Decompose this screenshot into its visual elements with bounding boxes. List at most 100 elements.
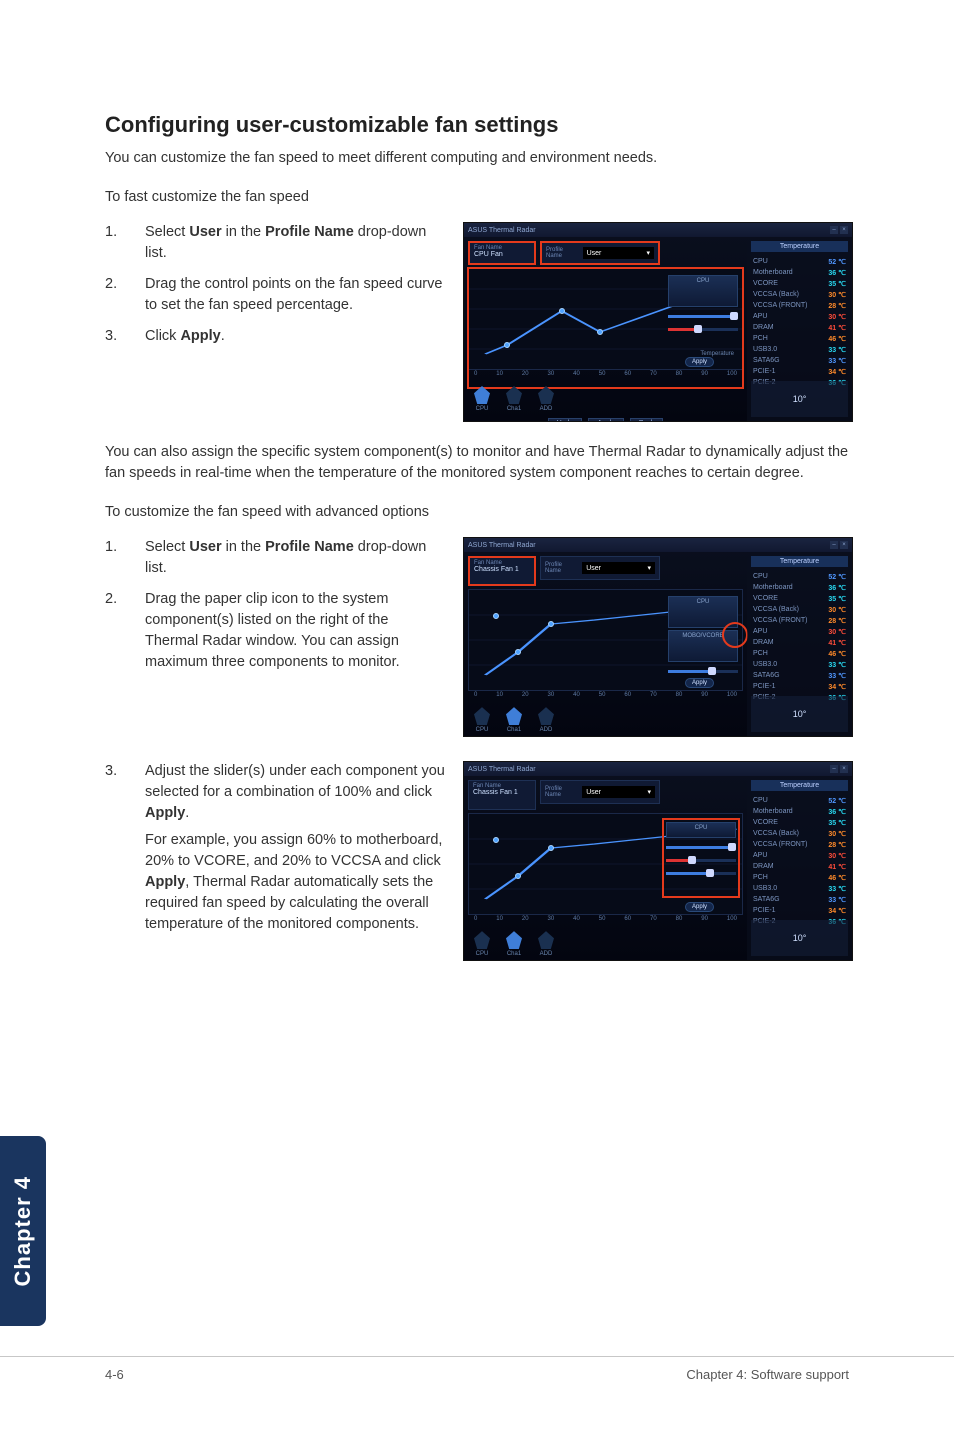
apply-button[interactable]: Apply bbox=[685, 678, 714, 688]
control-point[interactable] bbox=[548, 621, 554, 627]
apply-button[interactable]: Apply bbox=[685, 902, 714, 912]
adv-intro: To customize the fan speed with advanced… bbox=[105, 502, 849, 523]
temp-row: VCORE35 ℃ bbox=[751, 817, 848, 828]
back-button[interactable]: Back bbox=[630, 418, 664, 422]
panel-title: Temperature bbox=[751, 556, 848, 567]
step-text: Select User in the Profile Name drop-dow… bbox=[145, 222, 445, 264]
profile-name-panel[interactable]: Profile Name User▾ bbox=[540, 780, 660, 804]
temp-row: VCORE35 ℃ bbox=[751, 278, 848, 289]
temp-row: APU30 ℃ bbox=[751, 311, 848, 322]
fan-tab-cha1[interactable]: Cha1 bbox=[506, 386, 522, 412]
fan-tab-cha1[interactable]: Cha1 bbox=[506, 707, 522, 733]
assign-paragraph: You can also assign the specific system … bbox=[105, 442, 849, 484]
control-point[interactable] bbox=[515, 873, 521, 879]
paper-clip-icon[interactable] bbox=[493, 613, 499, 619]
control-point[interactable] bbox=[515, 649, 521, 655]
temp-row: DRAM41 ℃ bbox=[751, 637, 848, 648]
paper-clip-icon[interactable] bbox=[493, 837, 499, 843]
fan-name-panel[interactable]: Fan Name Chassis Fan 1 bbox=[468, 556, 536, 586]
temp-row: SATA6G33 ℃ bbox=[751, 894, 848, 905]
minimize-icon[interactable]: – bbox=[830, 226, 838, 234]
fan-tab-cpu[interactable]: CPU bbox=[474, 931, 490, 957]
fan-tab-add[interactable]: ADD bbox=[538, 386, 554, 412]
control-point[interactable] bbox=[597, 329, 603, 335]
component-slider[interactable] bbox=[668, 324, 738, 334]
undo-button[interactable]: Undo bbox=[548, 418, 583, 422]
temp-row: VCCSA (Back)30 ℃ bbox=[751, 828, 848, 839]
minimize-icon[interactable]: – bbox=[830, 541, 838, 549]
control-point[interactable] bbox=[559, 308, 565, 314]
temp-row: Motherboard36 ℃ bbox=[751, 806, 848, 817]
fan-tab-cha1[interactable]: Cha1 bbox=[506, 931, 522, 957]
temp-row: CPU52 ℃ bbox=[751, 256, 848, 267]
step-text: Drag the control points on the fan speed… bbox=[145, 274, 445, 316]
apply-button[interactable]: Apply bbox=[588, 418, 624, 422]
chevron-down-icon: ▾ bbox=[646, 249, 650, 257]
profile-dropdown[interactable]: User▾ bbox=[583, 247, 654, 259]
temp-row: CPU52 ℃ bbox=[751, 795, 848, 806]
fast-step-2: 2. Drag the control points on the fan sp… bbox=[105, 274, 445, 316]
control-point[interactable] bbox=[504, 342, 510, 348]
temp-row: VCCSA (FRONT)28 ℃ bbox=[751, 615, 848, 626]
fan-name-panel[interactable]: Fan Name CPU Fan bbox=[468, 241, 536, 265]
fan-icon-row: CPU Cha1 ADD bbox=[468, 703, 743, 737]
chevron-down-icon: ▾ bbox=[647, 788, 651, 796]
temp-row: PCH46 ℃ bbox=[751, 333, 848, 344]
temp-row: USB3.033 ℃ bbox=[751, 344, 848, 355]
window-title: ASUS Thermal Radar bbox=[468, 766, 536, 773]
component-slider[interactable] bbox=[666, 855, 736, 865]
page-number: 4-6 bbox=[105, 1367, 124, 1382]
intro-text: You can customize the fan speed to meet … bbox=[105, 148, 849, 169]
component-slider[interactable] bbox=[668, 311, 738, 321]
temp-row: VCORE35 ℃ bbox=[751, 593, 848, 604]
fan-tab-add[interactable]: ADD bbox=[538, 931, 554, 957]
close-icon[interactable]: × bbox=[840, 541, 848, 549]
chevron-down-icon: ▾ bbox=[647, 564, 651, 572]
profile-dropdown[interactable]: User▾ bbox=[582, 786, 655, 798]
close-icon[interactable]: × bbox=[840, 765, 848, 773]
gauge-widget: 10° bbox=[751, 696, 848, 732]
window-controls: – × bbox=[830, 226, 848, 234]
temp-row: DRAM41 ℃ bbox=[751, 861, 848, 872]
fan-tab-cpu[interactable]: CPU bbox=[474, 386, 490, 412]
profile-dropdown[interactable]: User▾ bbox=[582, 562, 655, 574]
x-axis-ticks: 0102030405060708090100 bbox=[468, 915, 743, 923]
temp-row: VCCSA (Back)30 ℃ bbox=[751, 604, 848, 615]
adv-steps-list: 1. Select User in the Profile Name drop-… bbox=[105, 537, 445, 673]
profile-name-panel[interactable]: Profile Name User▾ bbox=[540, 241, 660, 265]
component-slider[interactable] bbox=[668, 666, 738, 676]
profile-name-panel[interactable]: Profile Name User▾ bbox=[540, 556, 660, 580]
fan-curve-chart[interactable]: CPU MOBO/VCORE Apply bbox=[468, 589, 743, 691]
temp-row: VCCSA (FRONT)28 ℃ bbox=[751, 300, 848, 311]
apply-button[interactable]: Apply bbox=[685, 357, 714, 367]
temp-row: DRAM41 ℃ bbox=[751, 322, 848, 333]
window-controls: – × bbox=[830, 765, 848, 773]
control-point[interactable] bbox=[548, 845, 554, 851]
close-icon[interactable]: × bbox=[840, 226, 848, 234]
component-slider[interactable] bbox=[666, 868, 736, 878]
step-number: 1. bbox=[105, 537, 145, 579]
component-slider[interactable] bbox=[666, 842, 736, 852]
slider-step-3: 3. Adjust the slider(s) under each compo… bbox=[105, 761, 445, 935]
step-text: Select User in the Profile Name drop-dow… bbox=[145, 537, 445, 579]
step-number: 2. bbox=[105, 274, 145, 316]
temperature-panel: Temperature CPU52 ℃Motherboard36 ℃VCORE3… bbox=[747, 552, 852, 736]
window-header: ASUS Thermal Radar – × bbox=[464, 538, 852, 552]
window-title: ASUS Thermal Radar bbox=[468, 542, 536, 549]
fan-name-panel[interactable]: Fan Name Chassis Fan 1 bbox=[468, 780, 536, 810]
page-footer: 4-6 Chapter 4: Software support bbox=[0, 1356, 954, 1382]
adv-step-1: 1. Select User in the Profile Name drop-… bbox=[105, 537, 445, 579]
fan-curve-chart[interactable]: CPU Temperature Apply bbox=[468, 268, 743, 370]
fan-curve-chart[interactable]: CPU bbox=[468, 813, 743, 915]
thermal-radar-screenshot-3: ASUS Thermal Radar – × Fan Name Chassis … bbox=[463, 761, 853, 961]
step-text: Click Apply. bbox=[145, 326, 445, 347]
window-header: ASUS Thermal Radar – × bbox=[464, 223, 852, 237]
temp-row: USB3.033 ℃ bbox=[751, 659, 848, 670]
x-axis-ticks: 0102030405060708090100 bbox=[468, 691, 743, 699]
fan-tab-cpu[interactable]: CPU bbox=[474, 707, 490, 733]
fan-tab-add[interactable]: ADD bbox=[538, 707, 554, 733]
step-number: 3. bbox=[105, 326, 145, 347]
step-text: Drag the paper clip icon to the system c… bbox=[145, 589, 445, 673]
minimize-icon[interactable]: – bbox=[830, 765, 838, 773]
temp-row: PCIE-134 ℃ bbox=[751, 681, 848, 692]
